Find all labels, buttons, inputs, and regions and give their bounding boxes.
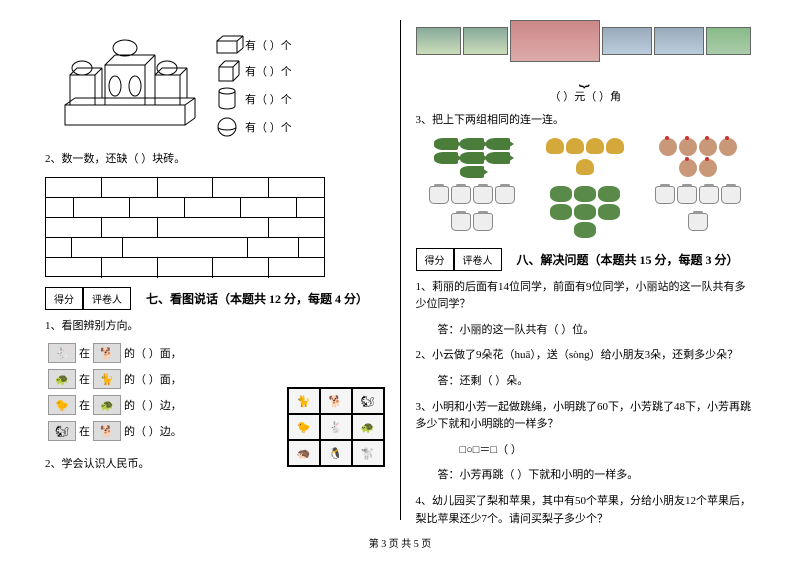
animal-icon: 🐕 xyxy=(93,343,121,363)
cylinder-icon xyxy=(215,87,245,111)
jar-group-2 xyxy=(653,186,743,238)
animal-grid: 🐈🐕🐿 🐤🐇🐢 🦔🐧🐩 xyxy=(287,387,385,467)
bill-large-icon xyxy=(510,20,600,62)
bill-icon xyxy=(654,27,704,55)
cuboid-label: 有（ ）个 xyxy=(245,37,292,53)
fish-group xyxy=(427,138,517,178)
page-footer: 第 3 页 共 5 页 xyxy=(0,535,800,550)
animal-icon: 🐢 xyxy=(93,395,121,415)
animal-icon: 🐢 xyxy=(48,369,76,389)
cube-icon xyxy=(215,60,245,82)
grader-label: 评卷人 xyxy=(83,287,131,310)
score-label: 得分 xyxy=(45,287,83,310)
score-label: 得分 xyxy=(416,248,454,271)
shape-sphere-row: 有（ ）个 xyxy=(215,116,385,138)
a8-3: 答：小芳再跳（ ）下就和小明的一样多。 xyxy=(416,467,756,485)
shape-cube-row: 有（ ）个 xyxy=(215,60,385,82)
eq8-3: □○□＝□（ ） xyxy=(416,442,756,460)
frog-group xyxy=(540,186,630,238)
cuboid-icon xyxy=(215,35,245,55)
brace-icon: ⏟ xyxy=(416,67,756,88)
bill-icon xyxy=(706,27,751,55)
animal-icon: 🐿 xyxy=(48,421,76,441)
shapes-list: 有（ ）个 有（ ）个 有（ ）个 有（ ）个 xyxy=(215,20,385,143)
score-box-7: 得分 评卷人 七、看图说话（本题共 12 分，每题 4 分） xyxy=(45,287,385,310)
a8-2: 答：还剩（ ）朵。 xyxy=(416,373,756,391)
section-8-title: 八、解决问题（本题共 15 分，每题 3 分） xyxy=(517,251,739,268)
sphere-label: 有（ ）个 xyxy=(245,119,292,135)
left-column: 有（ ）个 有（ ）个 有（ ）个 有（ ）个 2、数一数 xyxy=(30,20,401,520)
q8-4: 4、幼儿园买了梨和苹果，其中有50个苹果，分给小朋友12个苹果后，梨比苹果还少7… xyxy=(416,493,756,528)
section-7-title: 七、看图说话（本题共 12 分，每题 4 分） xyxy=(146,290,368,307)
bill-icon xyxy=(463,27,508,55)
q8-1: 1、莉丽的后面有14位同学，前面有9位同学，小丽站的这一队共有多少位同学？ xyxy=(416,279,756,314)
bill-icon xyxy=(416,27,461,55)
animal-icon: 🐇 xyxy=(48,343,76,363)
money-row xyxy=(416,20,756,62)
money-label: （ ）元（ ）角 xyxy=(416,88,756,104)
dir-row-2: 🐢 在 🐈 的（ ）面， xyxy=(45,369,385,389)
jar-group-1 xyxy=(427,186,517,238)
direction-area: 🐇 在 🐕 的（ ）面， 🐢 在 🐈 的（ ）面， 🐤 在 🐢 的（ ）边， 🐿 xyxy=(45,343,385,441)
top-groups xyxy=(416,138,756,178)
blocks-shapes-area: 有（ ）个 有（ ）个 有（ ）个 有（ ）个 xyxy=(45,20,385,143)
bill-icon xyxy=(602,27,652,55)
score-box-8: 得分 评卷人 八、解决问题（本题共 15 分，每题 3 分） xyxy=(416,248,756,271)
cylinder-label: 有（ ）个 xyxy=(245,91,292,107)
dir-row-1: 🐇 在 🐕 的（ ）面， xyxy=(45,343,385,363)
grader-label: 评卷人 xyxy=(454,248,502,271)
castle-svg xyxy=(45,20,205,130)
castle-diagram xyxy=(45,20,205,130)
right-column: ⏟ （ ）元（ ）角 3、把上下两组相同的连一连。 xyxy=(401,20,771,520)
q8-3: 3、小明和小芳一起做跳绳，小明跳了60下，小芳跳了48下，小芳再跳多少下就和小明… xyxy=(416,399,756,434)
chicken-group xyxy=(653,138,743,178)
q8-2: 2、小云做了9朵花（huā），送（sòng）给小朋友3朵，还剩多少朵？ xyxy=(416,347,756,365)
animal-icon: 🐈 xyxy=(93,369,121,389)
bottom-groups xyxy=(416,186,756,238)
q3-text: 3、把上下两组相同的连一连。 xyxy=(416,112,756,130)
animal-icon: 🐤 xyxy=(48,395,76,415)
brick-wall xyxy=(45,177,325,277)
duck-group xyxy=(540,138,630,178)
sphere-icon xyxy=(215,116,245,138)
shape-cuboid-row: 有（ ）个 xyxy=(215,35,385,55)
q2-text: 2、数一数，还缺（ ）块砖。 xyxy=(45,151,385,169)
cube-label: 有（ ）个 xyxy=(245,63,292,79)
animal-icon: 🐕 xyxy=(93,421,121,441)
q7-1-text: 1、看图辨别方向。 xyxy=(45,318,385,336)
a8-1: 答：小丽的这一队共有（ ）位。 xyxy=(416,322,756,340)
shape-cylinder-row: 有（ ）个 xyxy=(215,87,385,111)
